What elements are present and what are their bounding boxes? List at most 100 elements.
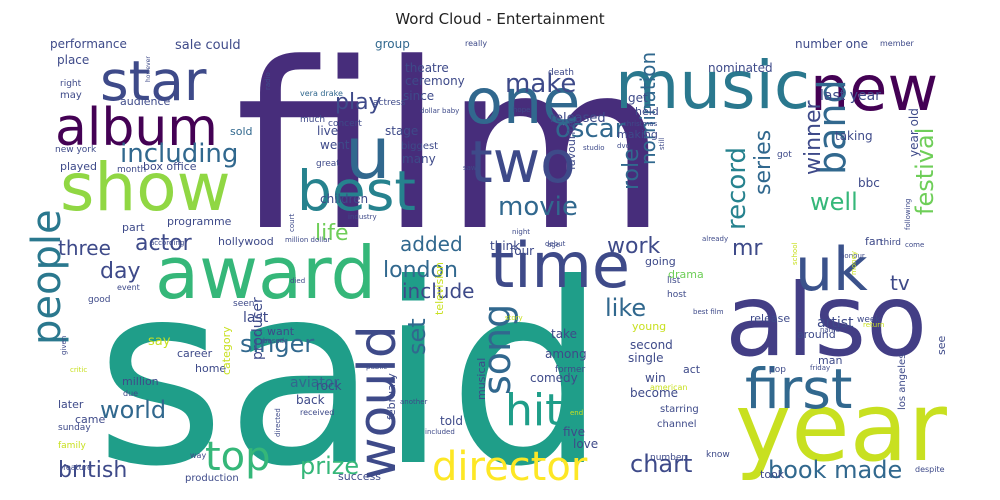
word-theatre: theatre [405,61,449,75]
word-radio: radio [264,72,272,90]
word-prize: prize [300,452,359,480]
word-people: people [24,209,70,345]
word-love: love [573,437,598,451]
word-day: day [100,259,140,284]
word-sunday: sunday [58,423,91,433]
chart-title: Word Cloud - Entertainment [395,10,605,28]
word-best-film: best film [693,308,724,316]
word-best: best [297,159,416,223]
word-nomination: nomination [636,52,660,165]
word-oscar: oscar [555,114,626,144]
word-audience: audience [120,95,171,108]
word-hollywood: hollywood [218,235,274,248]
word-told: told [440,414,463,428]
word-event: event [117,283,140,292]
word-many: many [402,152,436,166]
word-success: success [338,470,381,483]
word-director: director [432,444,588,490]
word-programme: programme [167,215,232,228]
word-time: time [490,229,630,302]
word-award: award [155,231,376,315]
word-would: would [348,325,408,480]
word-despite: despite [915,465,945,474]
word-group: group [375,37,410,51]
word-sold: sold [230,125,253,138]
word-know: know [706,450,730,460]
word-another: another [400,398,427,406]
word-take: take [551,327,577,341]
word-bbc: bbc [858,176,880,190]
word-critic: critic [70,366,87,374]
word-vera-drake: vera drake [300,89,343,98]
word-man: man [818,354,842,367]
word-age: age [547,241,560,249]
word-one: one [465,65,580,138]
word-role: role [619,148,644,190]
word-band: band [810,79,854,175]
word-stage: stage [385,124,418,138]
word-song: song [475,304,519,395]
word-career: career [177,347,213,360]
word-place: place [57,53,89,67]
word-comedy: comedy [530,371,578,385]
word-still: still [658,138,666,150]
word-set: set [403,318,431,355]
word-win: win [645,371,666,385]
word-uk: uk [795,235,868,305]
word-may: may [60,90,82,101]
word-los-angeles: los angeles [897,354,908,410]
word-since: since [403,89,434,103]
word-held: held [635,105,659,118]
word-sale-could: sale could [175,38,241,53]
word-nominated: nominated [708,61,773,75]
word-dvd: dvd [617,142,630,150]
word-night: night [512,228,530,236]
word-music: music [615,47,810,124]
word-third: third [880,238,901,248]
word-aviator: aviator [290,375,339,391]
word-number-one: number one [795,37,868,51]
word-live: live [317,124,338,138]
word-well: well [810,188,858,216]
word-month: month [117,165,146,175]
word-court: court [288,214,296,232]
word-london: london [383,258,458,283]
word-festival: festival [911,128,939,215]
word-released: released [550,111,606,126]
word-million-dollar: million dollar [285,236,330,244]
word-pop: pop [769,365,786,375]
word-release: release [750,312,790,325]
word-got: got [777,150,792,160]
word-february: february [385,373,398,420]
word-act: act [683,363,701,376]
word-saw: saw [463,164,477,172]
word-include: include [402,279,474,303]
word-feature: feature [63,463,92,472]
word-movie: movie [498,192,578,222]
word-want: want [267,325,295,338]
word-singer: singer [240,330,314,358]
word-book-made: book made [768,456,902,484]
word-record: record [722,147,752,230]
word-film: film [235,15,668,282]
word-died: died [290,277,305,285]
word-british: british [58,458,127,483]
word-went: went [320,138,350,152]
word-death: death [548,68,574,78]
word-production: production [185,473,239,484]
word-box-office: box office [143,160,197,173]
word-last: last [243,310,269,326]
word-single: single [628,351,664,365]
word-back: back [296,393,325,407]
word-right: right [60,79,82,89]
word-make: make [505,69,576,99]
word-actor: actor [135,231,193,256]
word-name: name [820,326,840,334]
word-played: played [60,160,97,173]
word-added: added [400,232,463,256]
word-also: also [725,262,927,379]
word-way: way [190,451,206,460]
word-two: two [470,128,576,196]
word-biggest: biggest [401,141,438,152]
word-last-year: last year [820,88,881,104]
